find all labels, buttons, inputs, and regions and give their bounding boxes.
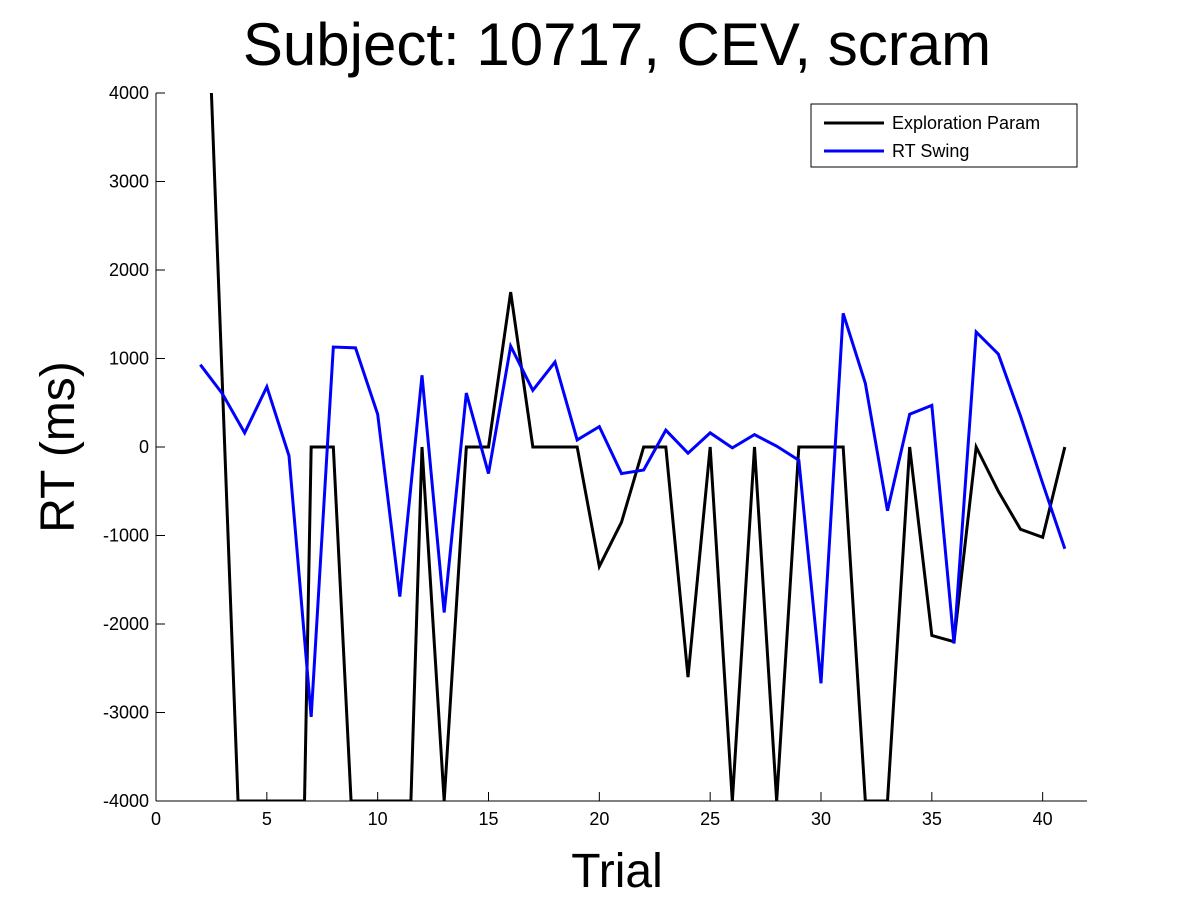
y-axis-label: RT (ms) bbox=[32, 361, 85, 533]
x-tick-label: 15 bbox=[478, 809, 498, 829]
y-tick-label: -2000 bbox=[103, 614, 149, 634]
x-tick-label: 40 bbox=[1033, 809, 1053, 829]
y-tick-label: 2000 bbox=[109, 260, 149, 280]
legend-entry: Exploration Param bbox=[892, 113, 1040, 133]
y-tick-label: 3000 bbox=[109, 172, 149, 192]
y-tick-label: 4000 bbox=[109, 83, 149, 103]
x-tick-label: 10 bbox=[368, 809, 388, 829]
legend-box bbox=[810, 103, 1078, 168]
x-tick-label: 25 bbox=[700, 809, 720, 829]
legend: Exploration Param RT Swing bbox=[810, 103, 1078, 168]
y-tick-label: -1000 bbox=[103, 526, 149, 546]
x-tick-label: 20 bbox=[589, 809, 609, 829]
x-tick-label: 35 bbox=[922, 809, 942, 829]
y-tick-label: 1000 bbox=[109, 349, 149, 369]
x-tick-label: 30 bbox=[811, 809, 831, 829]
y-tick-label: -4000 bbox=[103, 791, 149, 811]
series-lines bbox=[199, 93, 1067, 801]
series-line-exploration-param bbox=[209, 93, 1067, 801]
y-tick-label: -3000 bbox=[103, 703, 149, 723]
x-axis-label: Trial bbox=[571, 845, 663, 898]
y-tick-label: 0 bbox=[139, 437, 149, 457]
x-axis: 0 5 10 15 20 25 30 35 40 bbox=[151, 792, 1053, 829]
y-axis: -4000 -3000 -2000 -1000 0 1000 2000 3000 4000 bbox=[103, 83, 165, 811]
chart-title: Subject: 10717, CEV, scram bbox=[243, 11, 991, 78]
legend-entry: RT Swing bbox=[892, 141, 969, 161]
series-line-rt-swing bbox=[199, 312, 1067, 718]
x-tick-label: 5 bbox=[262, 809, 272, 829]
x-tick-label: 0 bbox=[151, 809, 161, 829]
